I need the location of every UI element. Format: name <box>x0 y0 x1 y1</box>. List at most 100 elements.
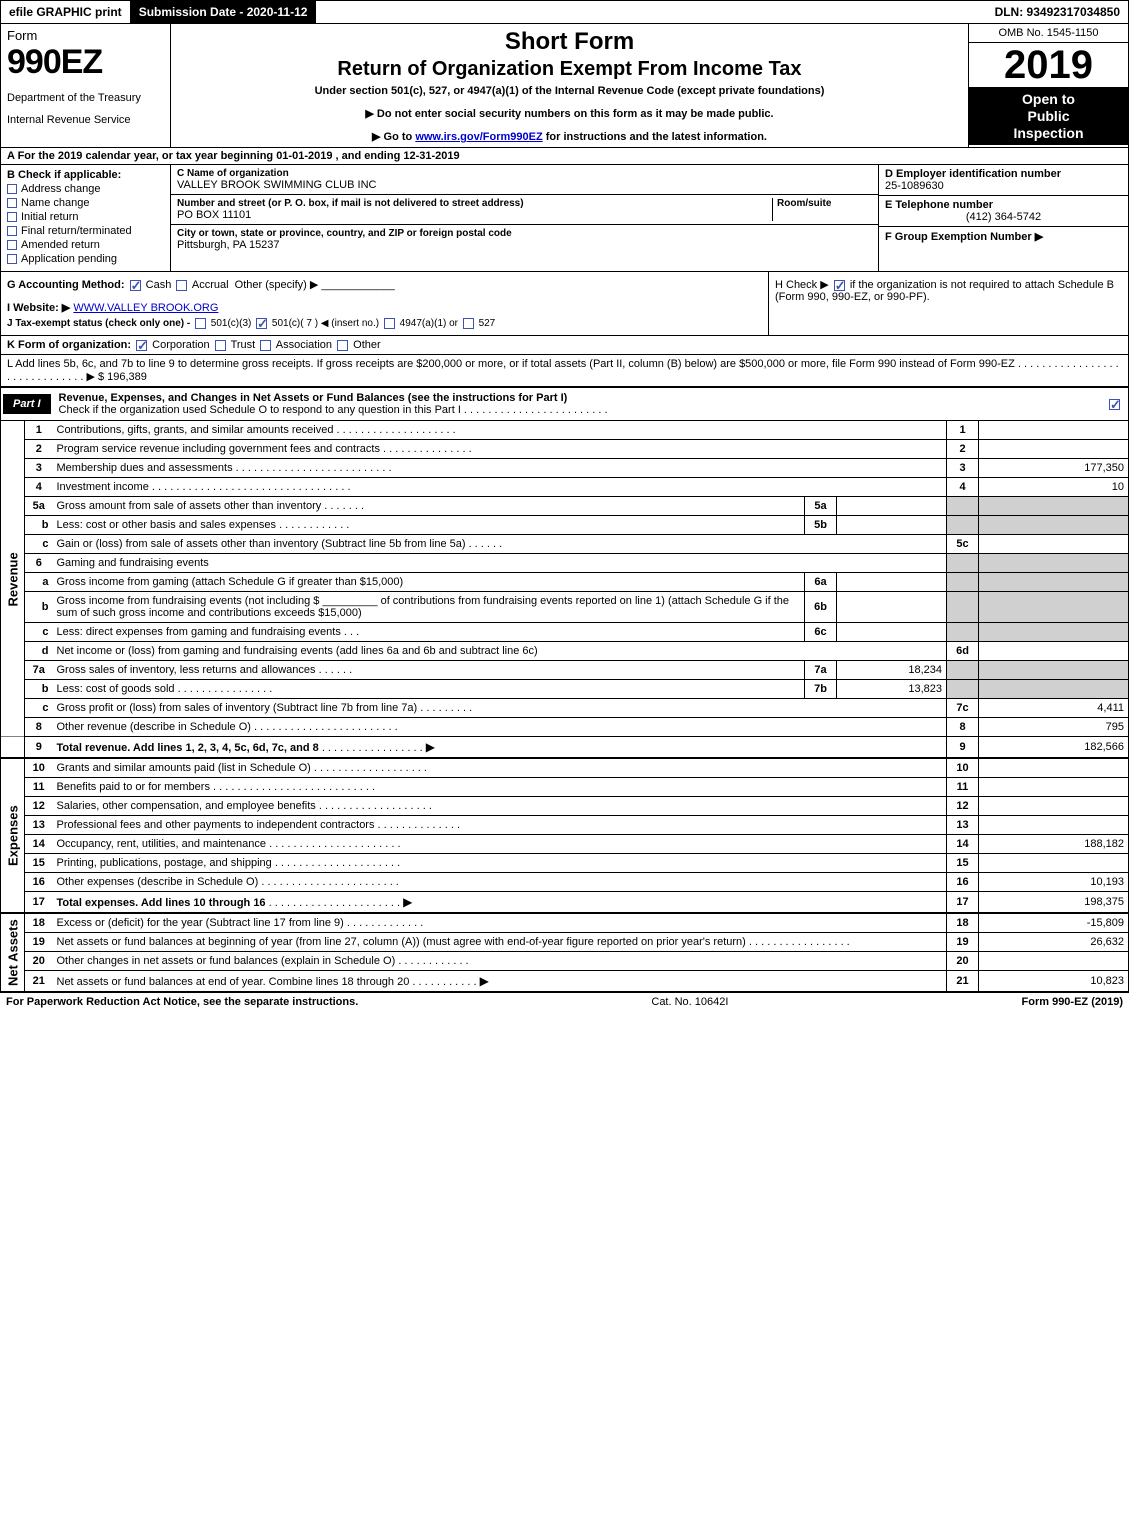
table-row: 13 Professional fees and other payments … <box>1 816 1129 835</box>
table-row: 2 Program service revenue including gove… <box>1 440 1129 459</box>
ein-value: 25-1089630 <box>885 180 1122 192</box>
line-ref-shade <box>947 497 979 516</box>
line-amount-shade <box>979 623 1129 642</box>
side-spacer <box>1 737 25 758</box>
line-amount: 177,350 <box>979 459 1129 478</box>
chk-address-change[interactable]: Address change <box>7 183 164 195</box>
checkbox-4947[interactable] <box>384 318 395 329</box>
c-street-label: Number and street (or P. O. box, if mail… <box>177 198 772 209</box>
line-desc: Printing, publications, postage, and shi… <box>53 854 947 873</box>
checkbox-icon <box>7 226 17 236</box>
line-desc: Benefits paid to or for members . . . . … <box>53 778 947 797</box>
line-desc: Gross amount from sale of assets other t… <box>53 497 805 516</box>
checkbox-527[interactable] <box>463 318 474 329</box>
efile-print-button[interactable]: efile GRAPHIC print <box>1 1 131 23</box>
line-amount-shade <box>979 516 1129 535</box>
b-header: B Check if applicable: <box>7 169 164 181</box>
checkbox-501c[interactable] <box>256 318 267 329</box>
line-ref: 20 <box>947 952 979 971</box>
form-word: Form <box>7 28 164 43</box>
notice-post: for instructions and the latest informat… <box>543 131 767 143</box>
line-amount: 10 <box>979 478 1129 497</box>
table-row: 5a Gross amount from sale of assets othe… <box>1 497 1129 516</box>
checkbox-trust[interactable] <box>215 340 226 351</box>
line-desc: Gross profit or (loss) from sales of inv… <box>53 699 947 718</box>
top-bar: efile GRAPHIC print Submission Date - 20… <box>0 0 1129 23</box>
line-desc: Gain or (loss) from sale of assets other… <box>53 535 947 554</box>
line-amount: 4,411 <box>979 699 1129 718</box>
d-grp-label: F Group Exemption Number ▶ <box>885 230 1122 243</box>
checkbox-icon <box>7 240 17 250</box>
column-c: C Name of organization VALLEY BROOK SWIM… <box>171 165 878 271</box>
table-row: Revenue 1 Contributions, gifts, grants, … <box>1 421 1129 440</box>
chk-name-change[interactable]: Name change <box>7 197 164 209</box>
line-ref-shade <box>947 516 979 535</box>
row-l: L Add lines 5b, 6c, and 7b to line 9 to … <box>0 355 1129 387</box>
c-name-label: C Name of organization <box>177 168 872 179</box>
netassets-table: Net Assets 18 Excess or (deficit) for th… <box>0 913 1129 992</box>
g-cash: Cash <box>146 279 172 291</box>
insp-3: Inspection <box>971 125 1126 142</box>
form-number: 990EZ <box>7 43 164 82</box>
g-accrual: Accrual <box>192 279 229 291</box>
line-num: 21 <box>25 971 53 992</box>
irs-link[interactable]: www.irs.gov/Form990EZ <box>415 131 542 143</box>
j1: 501(c)(3) <box>211 318 252 329</box>
side-netassets: Net Assets <box>1 914 25 992</box>
j2: 501(c)( 7 ) ◀ (insert no.) <box>272 318 379 329</box>
chk-final-return[interactable]: Final return/terminated <box>7 225 164 237</box>
mini-num: 6a <box>805 573 837 592</box>
cell-street: Number and street (or P. O. box, if mail… <box>171 195 878 225</box>
checkbox-icon <box>7 184 17 194</box>
line-amount: 795 <box>979 718 1129 737</box>
submission-date-button[interactable]: Submission Date - 2020-11-12 <box>131 1 317 23</box>
line-desc: Program service revenue including govern… <box>53 440 947 459</box>
line-ref: 10 <box>947 759 979 778</box>
org-city: Pittsburgh, PA 15237 <box>177 239 872 251</box>
website-link[interactable]: WWW.VALLEY BROOK.ORG <box>73 302 218 314</box>
part-1-tag: Part I <box>3 394 51 414</box>
c-city-label: City or town, state or province, country… <box>177 228 872 239</box>
line-desc: Other changes in net assets or fund bala… <box>53 952 947 971</box>
footer-right: Form 990-EZ (2019) <box>1022 996 1123 1008</box>
checkbox-501c3[interactable] <box>195 318 206 329</box>
table-row: Expenses 10 Grants and similar amounts p… <box>1 759 1129 778</box>
line-amount-shade <box>979 497 1129 516</box>
line-amount: 10,823 <box>979 971 1129 992</box>
line-ref: 14 <box>947 835 979 854</box>
line-ref-shade <box>947 623 979 642</box>
chk-amended-return[interactable]: Amended return <box>7 239 164 251</box>
line-num: c <box>25 535 53 554</box>
table-row: 9 Total revenue. Add lines 1, 2, 3, 4, 5… <box>1 737 1129 758</box>
k-assoc: Association <box>276 339 332 351</box>
line-ref: 8 <box>947 718 979 737</box>
side-expenses: Expenses <box>1 759 25 913</box>
j-status: J Tax-exempt status (check only one) - 5… <box>7 318 762 329</box>
notice-goto: ▶ Go to www.irs.gov/Form990EZ for instru… <box>179 130 960 143</box>
checkbox-assoc[interactable] <box>260 340 271 351</box>
column-d: D Employer identification number 25-1089… <box>878 165 1128 271</box>
checkbox-icon <box>7 254 17 264</box>
checkbox-cash[interactable] <box>130 280 141 291</box>
table-row: b Gross income from fundraising events (… <box>1 592 1129 623</box>
chk-application-pending[interactable]: Application pending <box>7 253 164 265</box>
i-label: I Website: ▶ <box>7 302 70 314</box>
line-desc: Grants and similar amounts paid (list in… <box>53 759 947 778</box>
line-ref: 7c <box>947 699 979 718</box>
checkbox-corp[interactable] <box>136 340 147 351</box>
dept-irs: Internal Revenue Service <box>7 114 164 126</box>
chk-initial-return[interactable]: Initial return <box>7 211 164 223</box>
checkbox-schedule-o[interactable] <box>1109 399 1120 410</box>
line-amount: -15,809 <box>979 914 1129 933</box>
g-label: G Accounting Method: <box>7 279 125 291</box>
insp-2: Public <box>971 108 1126 125</box>
line-amount <box>979 797 1129 816</box>
revenue-table: Revenue 1 Contributions, gifts, grants, … <box>0 421 1129 758</box>
cell-org-name: C Name of organization VALLEY BROOK SWIM… <box>171 165 878 195</box>
chk-label: Amended return <box>21 239 100 251</box>
mini-num: 5a <box>805 497 837 516</box>
checkbox-other[interactable] <box>337 340 348 351</box>
checkbox-h[interactable] <box>834 280 845 291</box>
checkbox-accrual[interactable] <box>176 280 187 291</box>
cell-city: City or town, state or province, country… <box>171 225 878 254</box>
